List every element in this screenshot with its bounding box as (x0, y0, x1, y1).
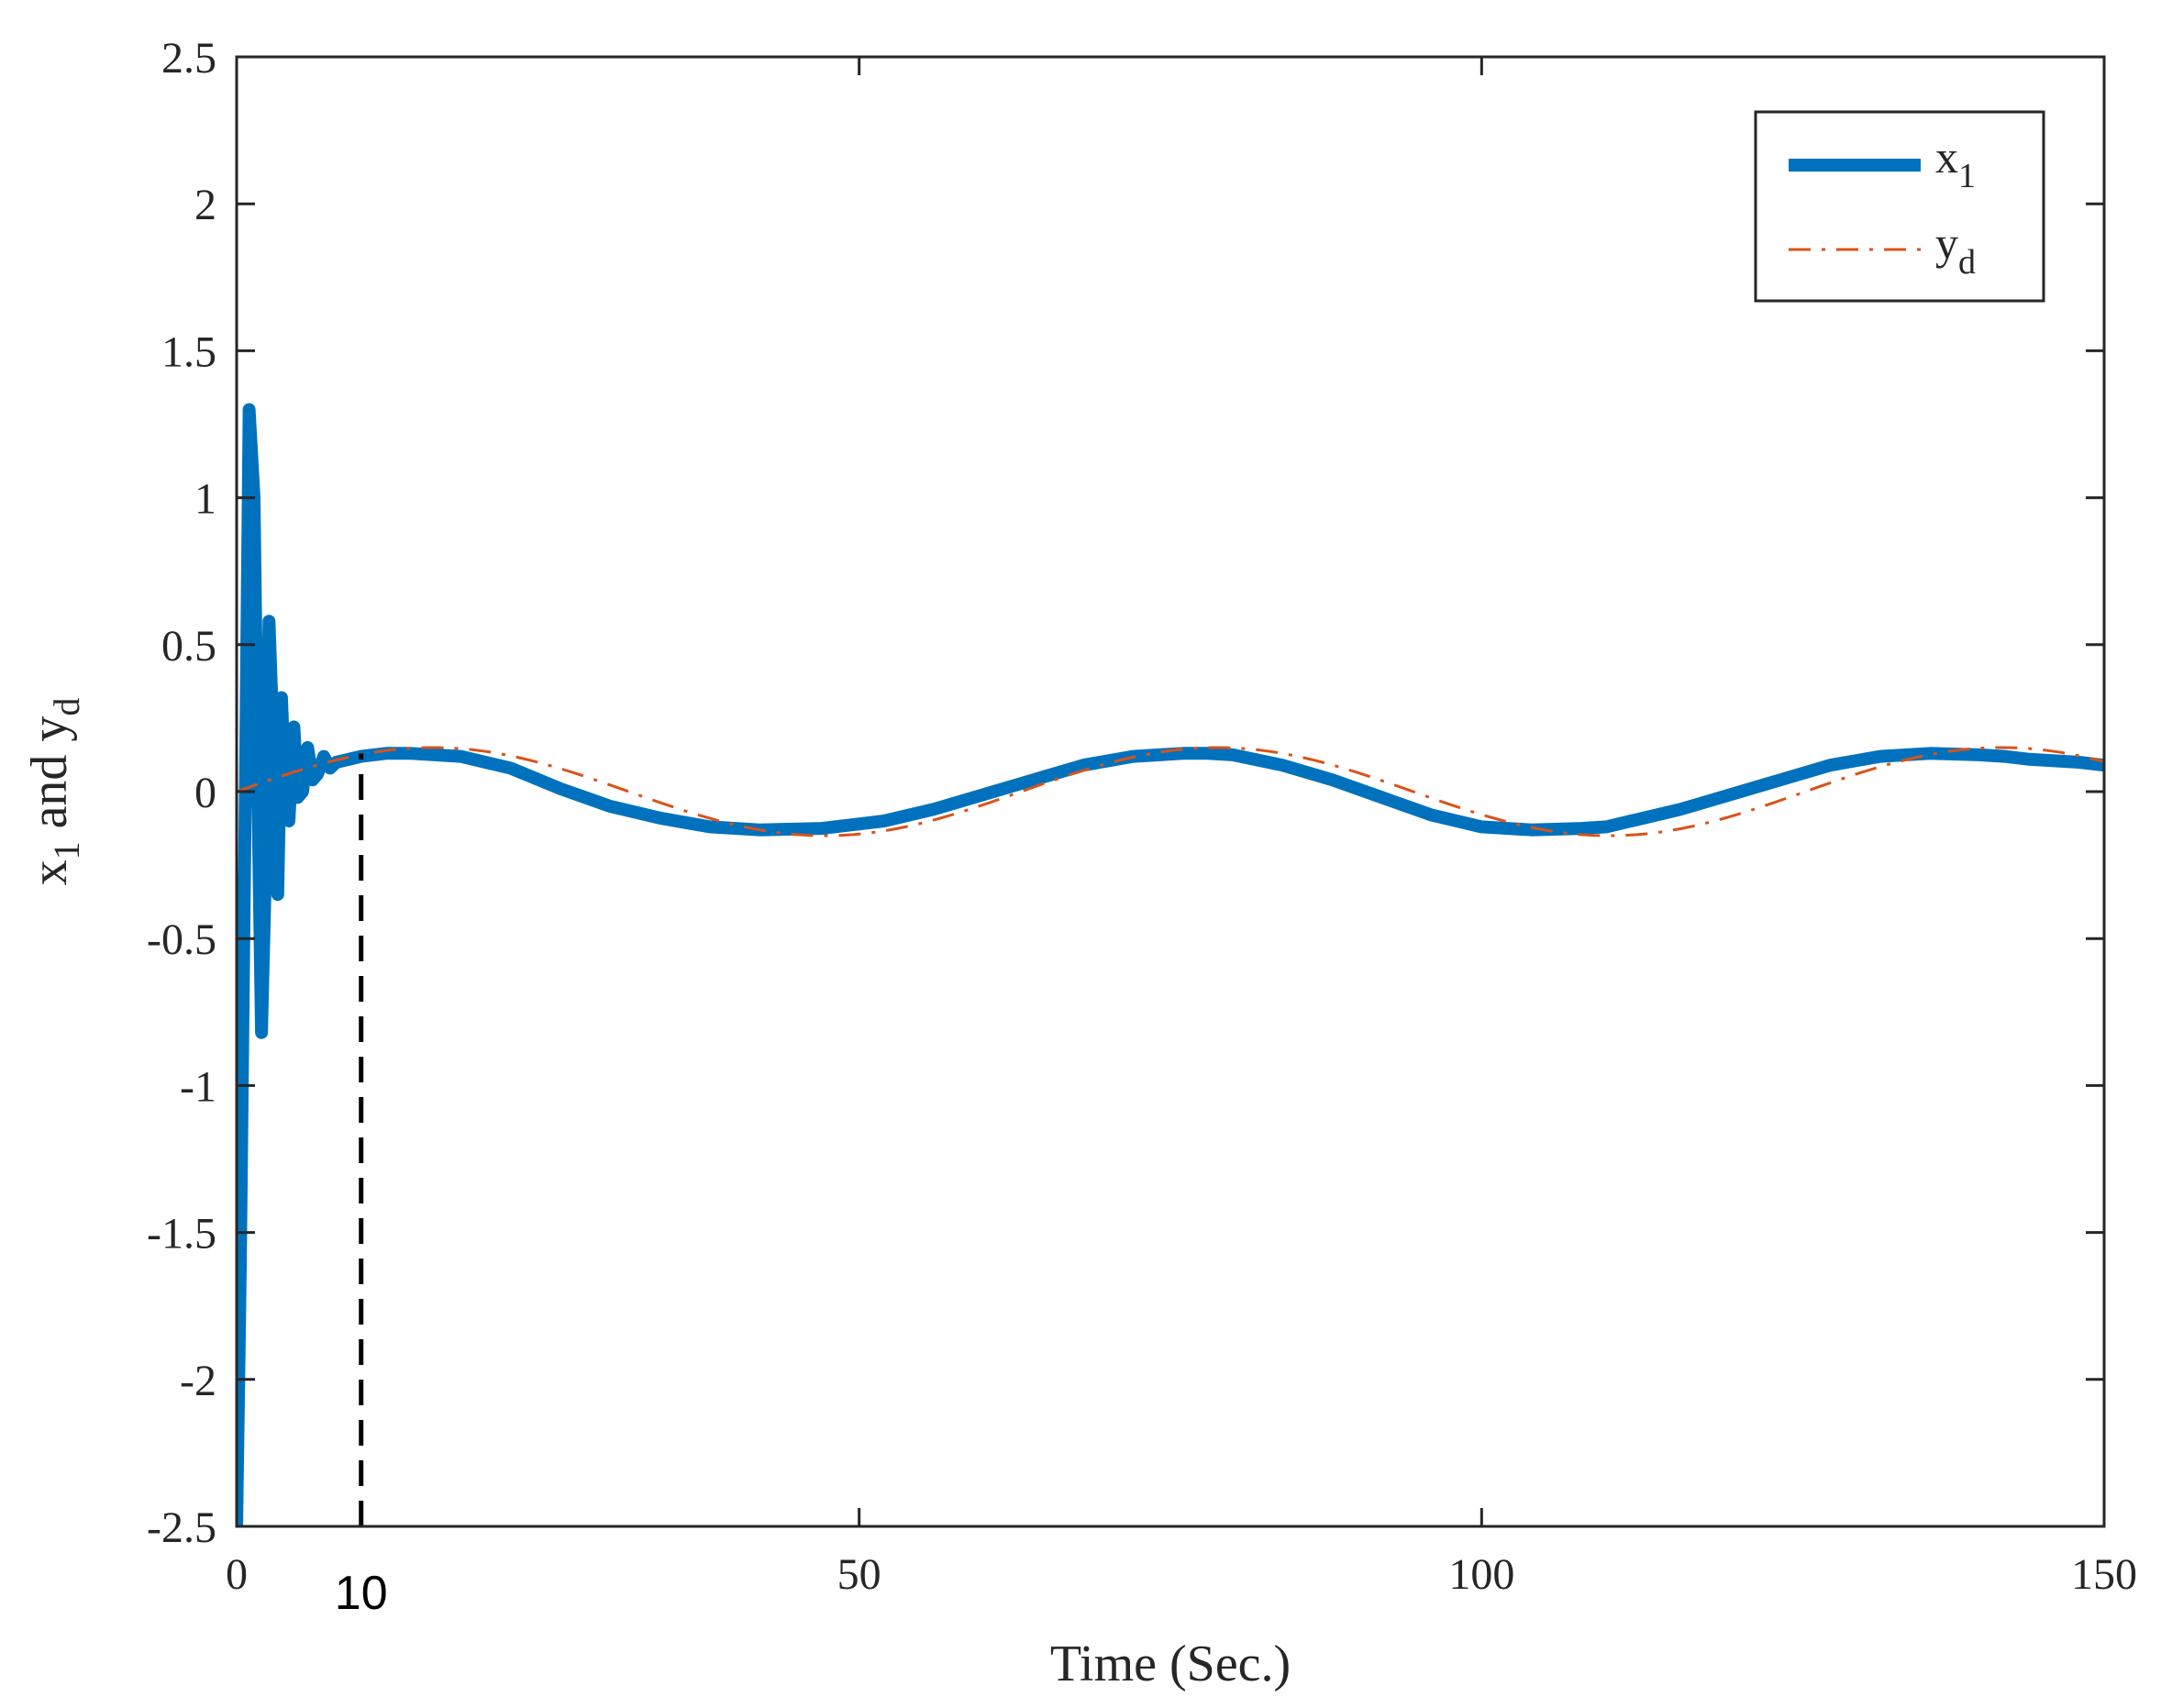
x-axis-title: Time (Sec.) (1050, 1636, 1291, 1692)
y-tick-label: 2 (194, 181, 216, 229)
y-tick-label: -2 (180, 1357, 216, 1405)
x-tick-label: 100 (1448, 1550, 1514, 1599)
y-axis-title-sub2: d (46, 698, 87, 716)
x-tick-label: 0 (226, 1550, 248, 1599)
y-axis-title-x: x (21, 860, 78, 885)
legend-label-x1: x1 (1935, 131, 1976, 195)
x-tick-label: 50 (837, 1550, 881, 1599)
legend: x1 yd (1754, 110, 2045, 303)
y-tick-label: -2.5 (147, 1503, 216, 1552)
y-tick-label: -0.5 (147, 915, 216, 964)
y-tick-label: 2.5 (161, 34, 216, 83)
tick-label-layer: 0 50 100 150 -2.5 -2 -1.5 -1 -0.5 0 0.5 1 1.5 2 2.5 (147, 34, 2137, 1599)
annotation-layer: 10 (335, 753, 388, 1620)
y-axis-title-mid: and y (21, 716, 78, 842)
y-tick-label: -1.5 (147, 1210, 216, 1259)
y-tick-label: 1.5 (161, 327, 216, 376)
series-yd-line (237, 746, 2104, 837)
y-tick-label: 1 (194, 475, 216, 524)
legend-box (1754, 110, 2045, 303)
series-x1-line (237, 403, 2104, 1526)
x-tick-label: 150 (2071, 1550, 2137, 1599)
y-tick-label: 0 (194, 769, 216, 817)
tick-layer (235, 55, 2106, 1528)
annotation-label-10: 10 (335, 1567, 388, 1620)
y-tick-label: -1 (180, 1062, 216, 1111)
legend-label-yd: yd (1935, 217, 1976, 282)
series-layer (237, 403, 2104, 1526)
y-axis-title-sub1: 1 (46, 841, 87, 860)
y-axis-title: x1 and yd (21, 698, 87, 886)
y-tick-label: 0.5 (161, 622, 216, 671)
